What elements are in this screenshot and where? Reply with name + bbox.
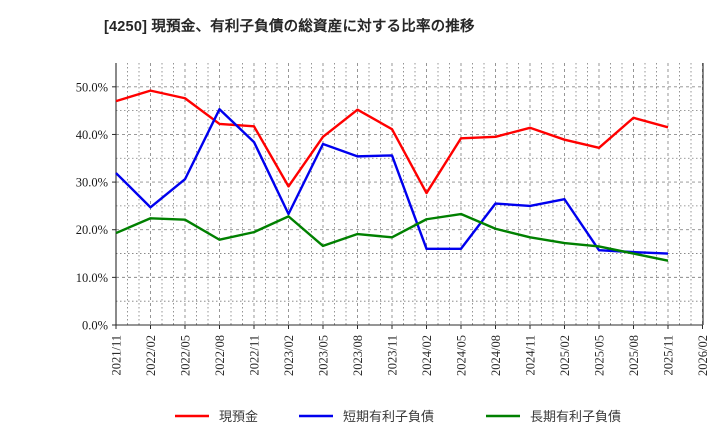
y-axis-tick-labels: 0.0% 10.0% 20.0% 30.0% 40.0% 50.0% [76, 80, 108, 332]
x-axis-label: 2023/11 [386, 335, 400, 376]
x-axis-label: 2022/11 [248, 335, 262, 376]
minor-gridlines [116, 63, 703, 325]
x-axis-label: 2022/05 [179, 335, 193, 376]
x-axis-label: 2024/02 [420, 335, 434, 376]
y-axis-label: 30.0% [76, 176, 108, 190]
y-axis-label: 20.0% [76, 223, 108, 237]
x-axis-label: 2025/11 [662, 335, 676, 376]
x-axis-label: 2024/05 [455, 335, 469, 376]
x-axis-label: 2025/08 [627, 335, 641, 376]
x-axis-label: 2022/02 [144, 335, 158, 376]
legend-label-2: 長期有利子負債 [530, 409, 621, 424]
x-axis-label: 2021/11 [110, 335, 124, 376]
x-axis-tick-labels: 2021/11 2022/02 2022/05 2022/08 2022/11 2023/… [110, 335, 711, 376]
chart-axes [112, 63, 704, 329]
x-axis-label: 2025/05 [593, 335, 607, 376]
series-line-0 [115, 89, 669, 195]
page-title: [4250] 現預金、有利子負債の総資産に対する比率の推移 [104, 19, 475, 35]
y-axis-label: 40.0% [76, 128, 108, 142]
y-axis-label: 0.0% [82, 319, 108, 333]
y-axis-label: 50.0% [76, 80, 108, 94]
x-axis-label: 2024/08 [489, 335, 503, 376]
series-line-1 [115, 108, 669, 255]
legend-label-1: 短期有利子負債 [343, 409, 434, 424]
x-axis-label: 2025/02 [558, 335, 572, 376]
data-series-group [115, 89, 669, 262]
x-axis-label: 2024/11 [524, 335, 538, 376]
x-axis-label: 2023/05 [317, 335, 331, 376]
x-axis-label: 2023/02 [282, 335, 296, 376]
chart-legend: 現預金 短期有利子負債 長期有利子負債 [175, 409, 621, 424]
x-axis-label: 2023/08 [351, 335, 365, 376]
y-axis-label: 10.0% [76, 271, 108, 285]
x-axis-label: 2026/02 [696, 335, 710, 376]
major-gridlines [115, 63, 703, 325]
series-line-2 [115, 212, 669, 262]
legend-label-0: 現預金 [219, 409, 258, 424]
x-axis-label: 2022/08 [213, 335, 227, 376]
